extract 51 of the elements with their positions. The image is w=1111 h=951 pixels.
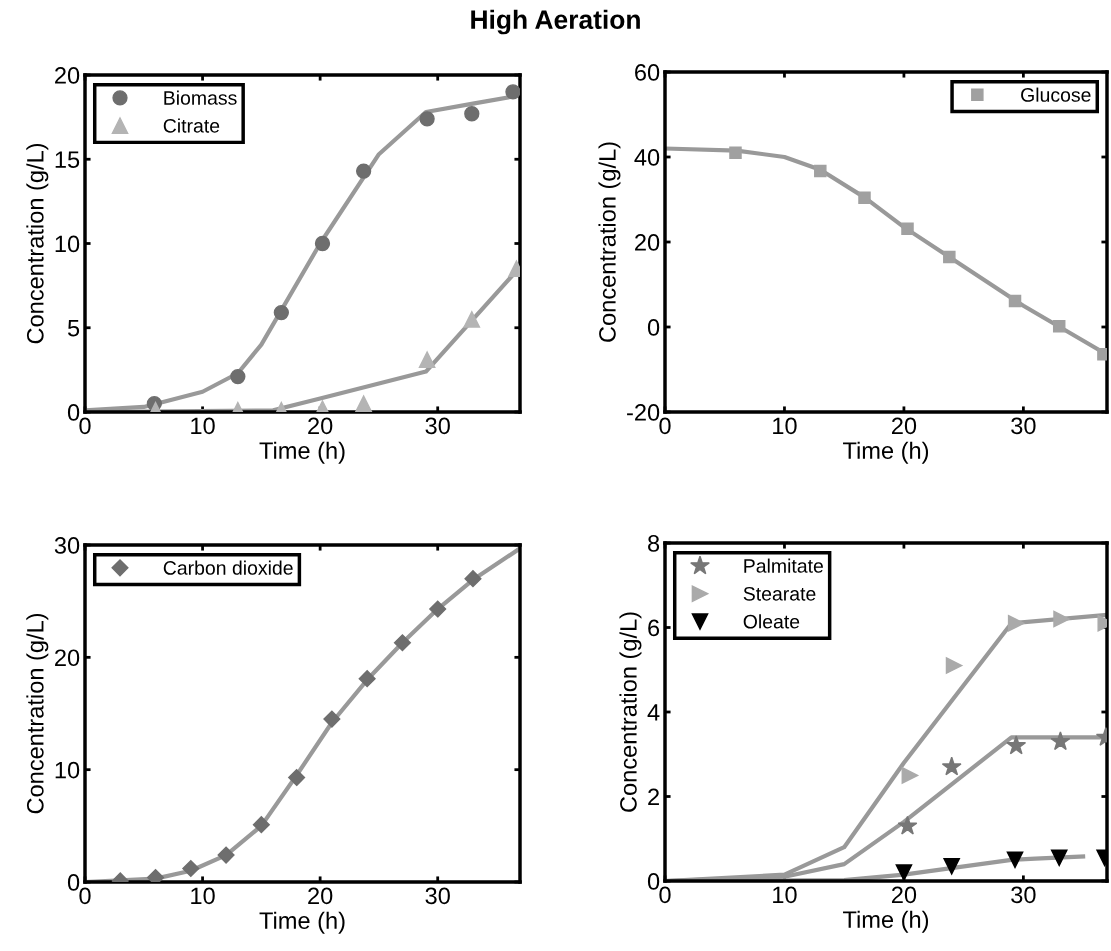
x-tick-label: 10 xyxy=(773,417,797,435)
x-tick-label: 0 xyxy=(79,417,91,435)
chart-title: High Aeration xyxy=(471,9,640,35)
y-tick-label: 20 xyxy=(55,649,80,667)
x-tick-label: 20 xyxy=(308,887,333,905)
y-tick-label: 4 xyxy=(647,704,660,721)
legend-label: Citrate xyxy=(163,118,220,133)
y-tick-label: -20 xyxy=(627,404,660,421)
x-tick-label: 30 xyxy=(1011,886,1036,904)
x-axis-title: Time (h) xyxy=(843,910,929,933)
y-tick-label: 8 xyxy=(648,535,660,552)
x-tick-label: 0 xyxy=(79,887,91,905)
x-tick-label: 20 xyxy=(891,886,917,904)
y-tick-label: 5 xyxy=(67,320,80,337)
x-tick-label: 30 xyxy=(425,417,450,435)
y-tick-label: 6 xyxy=(648,619,660,637)
y-tick-label: 0 xyxy=(647,319,660,336)
legend-label: Carbon dioxide xyxy=(163,560,293,575)
legend-label: Stearate xyxy=(743,586,816,601)
y-tick-label: 40 xyxy=(634,149,660,166)
x-axis-title: Time (h) xyxy=(259,441,345,464)
legend-label: Palmitate xyxy=(744,558,823,573)
x-tick-label: 10 xyxy=(773,886,797,904)
x-tick-label: 20 xyxy=(891,417,917,435)
y-tick-label: 10 xyxy=(55,761,80,779)
x-axis-title: Time (h) xyxy=(843,441,929,464)
x-tick-label: 0 xyxy=(659,417,671,435)
y-axis-title: Concentration (g/L) xyxy=(26,613,49,814)
y-tick-label: 30 xyxy=(54,537,80,554)
x-tick-label: 30 xyxy=(1011,417,1036,435)
x-tick-label: 10 xyxy=(191,887,215,905)
x-axis-title: Time (h) xyxy=(259,911,345,934)
y-axis-title: Concentration (g/L) xyxy=(26,143,49,344)
y-tick-label: 15 xyxy=(55,151,80,169)
y-tick-label: 20 xyxy=(55,67,80,84)
legend-label: Biomass xyxy=(164,90,237,105)
x-tick-label: 0 xyxy=(659,886,671,904)
x-tick-label: 10 xyxy=(191,417,215,435)
x-tick-label: 30 xyxy=(425,887,450,905)
y-tick-label: 60 xyxy=(635,64,660,81)
y-tick-label: 20 xyxy=(635,234,660,251)
y-tick-label: 2 xyxy=(648,788,659,806)
y-axis-title: Concentration (g/L) xyxy=(619,612,642,812)
y-tick-label: 0 xyxy=(67,874,80,891)
y-tick-label: 10 xyxy=(55,235,80,253)
legend-label: Glucose xyxy=(1021,87,1091,102)
y-axis-title: Concentration (g/L) xyxy=(598,142,621,342)
y-tick-label: 0 xyxy=(647,873,660,890)
legend-label: Oleate xyxy=(743,614,800,629)
y-tick-label: 0 xyxy=(67,404,80,421)
x-tick-label: 20 xyxy=(308,417,333,435)
